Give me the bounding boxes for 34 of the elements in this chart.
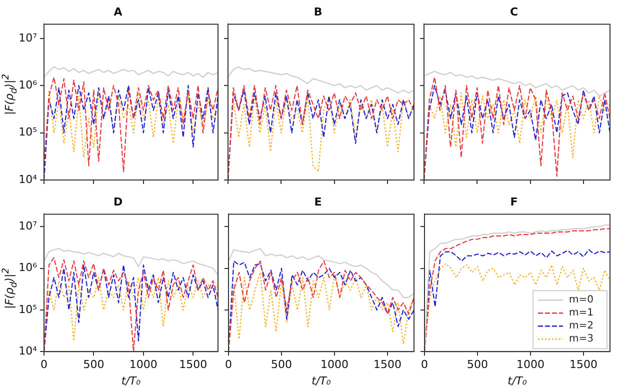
legend-label: m=0 [569,294,594,306]
x-tick-label: 1000 [320,358,348,372]
legend-label: m=3 [569,334,594,345]
chart-title: C [510,5,518,18]
legend-label: m=2 [569,320,594,332]
y-tick-label: 10⁴ [18,344,38,358]
y-tick-label: 10⁴ [18,172,38,186]
x-tick-label: 0 [225,358,232,372]
x-tick-label: 0 [421,358,428,372]
y-tick-label: 10⁵ [18,126,37,139]
x-tick-label: 1500 [374,358,402,372]
chart-title: B [314,5,322,18]
line-series [44,76,218,172]
x-tick-label: 500 [271,358,292,372]
x-axis-title: t/T₀ [508,374,528,388]
x-tick-label: 0 [40,358,48,372]
x-tick-label: 1000 [129,358,158,372]
x-tick-label: 1500 [179,358,208,372]
chart-title: D [113,195,123,208]
chart-title: A [114,5,123,18]
chart-title: E [314,195,322,208]
y-tick-label: 10⁷ [18,31,37,44]
legend-label: m=1 [569,308,594,319]
y-tick-label: 10⁶ [18,78,38,92]
y-tick-label: 10⁵ [18,302,37,316]
x-axis-title: t/T₀ [312,374,332,388]
y-tick-label: 10⁶ [18,261,38,274]
x-axis-title: t/T₀ [121,374,142,388]
x-tick-label: 500 [467,358,488,372]
x-tick-label: 1500 [570,358,598,372]
x-tick-label: 1000 [516,358,544,372]
x-tick-label: 500 [83,358,104,372]
chart-title: F [510,195,518,208]
y-tick-label: 10⁷ [18,220,37,233]
